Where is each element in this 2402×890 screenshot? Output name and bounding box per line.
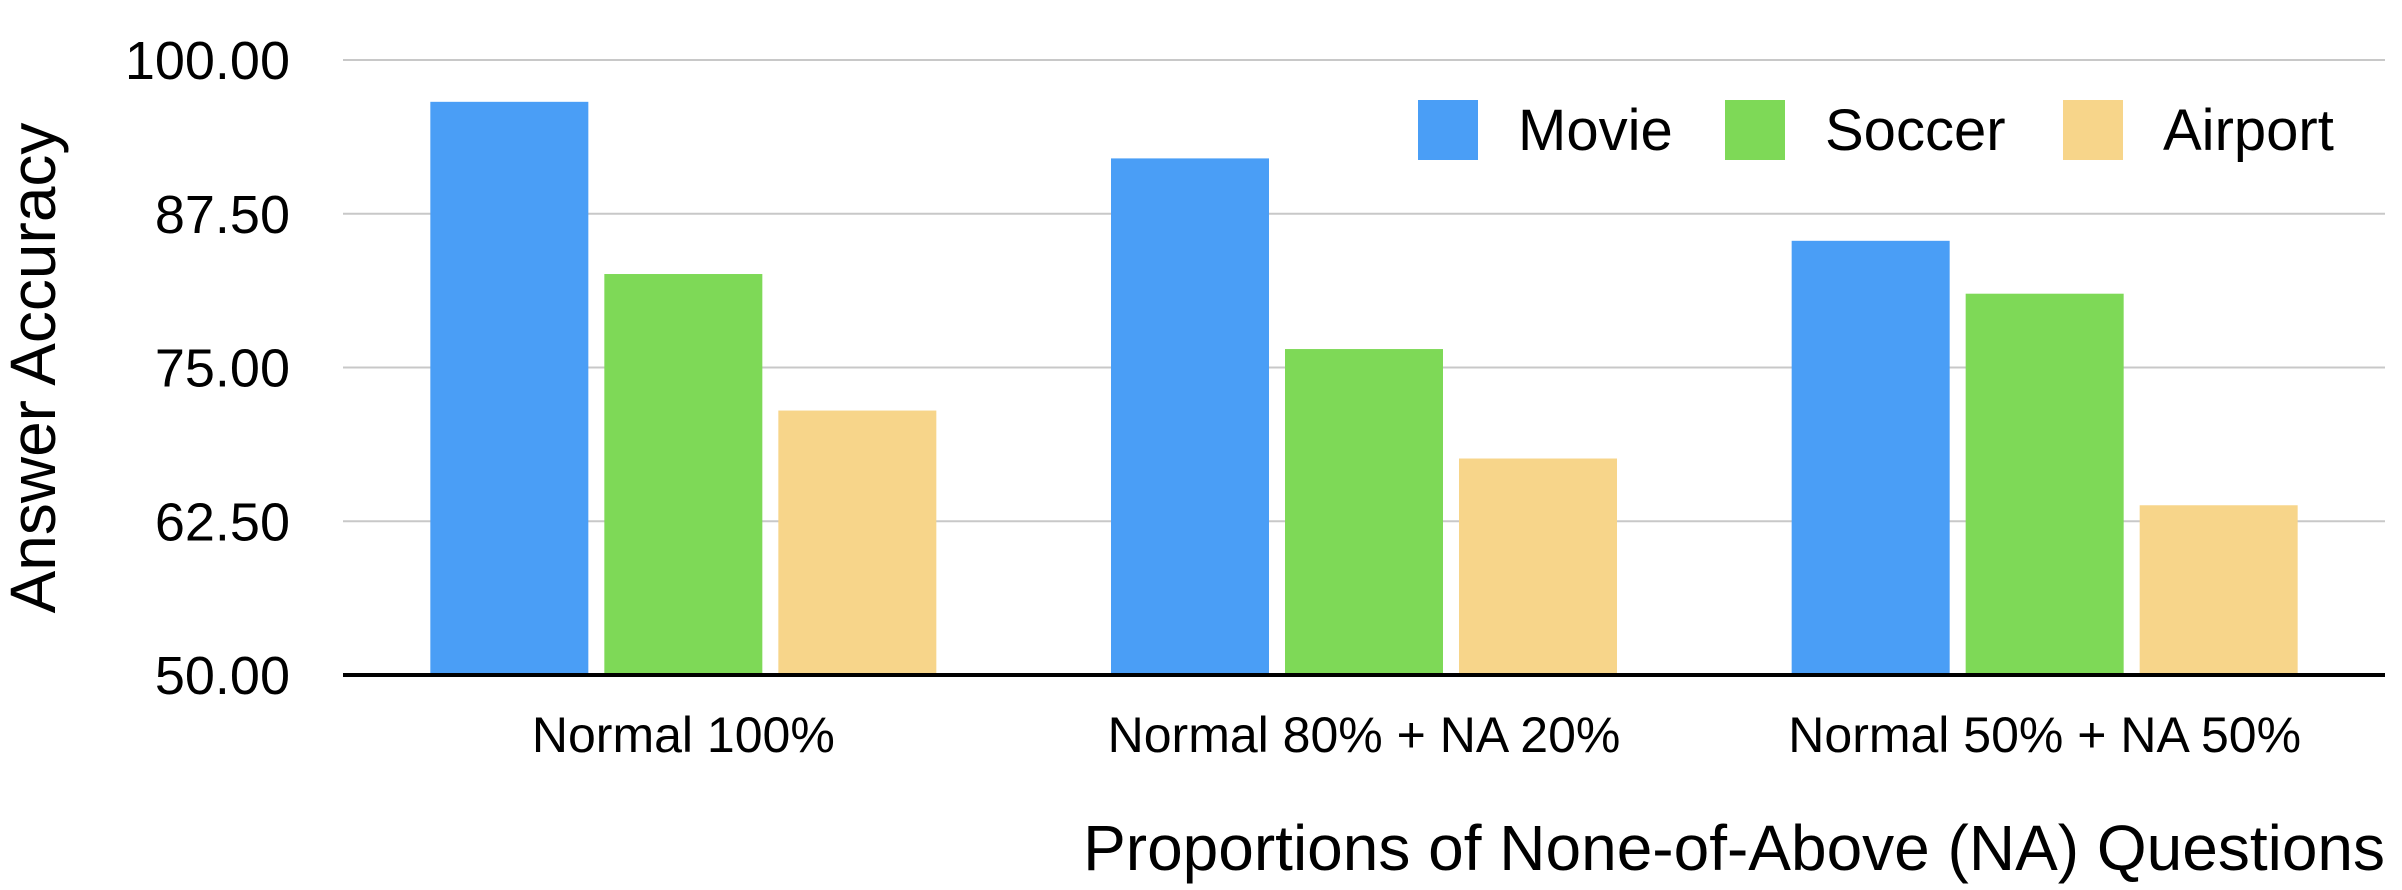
legend-swatch-movie — [1418, 100, 1478, 160]
bar-movie-0 — [430, 101, 589, 675]
y-tick-label: 87.50 — [155, 185, 290, 245]
legend-label-airport: Airport — [2163, 98, 2334, 163]
x-tick-label: Normal 50% + NA 50% — [1788, 707, 2301, 763]
bar-soccer-1 — [1285, 349, 1443, 675]
bar-airport-0 — [778, 410, 937, 675]
y-tick-label: 62.50 — [155, 492, 290, 552]
bar-soccer-2 — [1965, 293, 2124, 675]
bar-movie-1 — [1111, 158, 1269, 675]
x-axis-title: Proportions of None-of-Above (NA) Questi… — [1083, 812, 2385, 884]
x-axis-categories: Normal 100% Normal 80% + NA 20% Normal 50%… — [532, 707, 2301, 763]
bar-movie-2 — [1791, 240, 1950, 675]
legend-swatch-soccer — [1725, 100, 1785, 160]
x-tick-label: Normal 100% — [532, 707, 835, 763]
y-tick-label: 100.00 — [125, 31, 290, 91]
y-tick-label: 50.00 — [155, 646, 290, 706]
bar-airport-2 — [2139, 505, 2298, 675]
bar-soccer-0 — [604, 274, 763, 675]
x-tick-label: Normal 80% + NA 20% — [1108, 707, 1621, 763]
y-axis-title: Answer Accuracy — [0, 123, 69, 614]
y-tick-label: 75.00 — [155, 339, 290, 399]
legend-swatch-airport — [2063, 100, 2123, 160]
legend-label-movie: Movie — [1518, 98, 1673, 163]
bars — [430, 101, 2298, 675]
legend: Movie Soccer Airport — [1418, 98, 2334, 163]
legend-label-soccer: Soccer — [1825, 98, 2006, 163]
y-axis-ticks: 100.00 87.50 75.00 62.50 50.00 — [125, 31, 290, 706]
bar-airport-1 — [1459, 458, 1617, 675]
